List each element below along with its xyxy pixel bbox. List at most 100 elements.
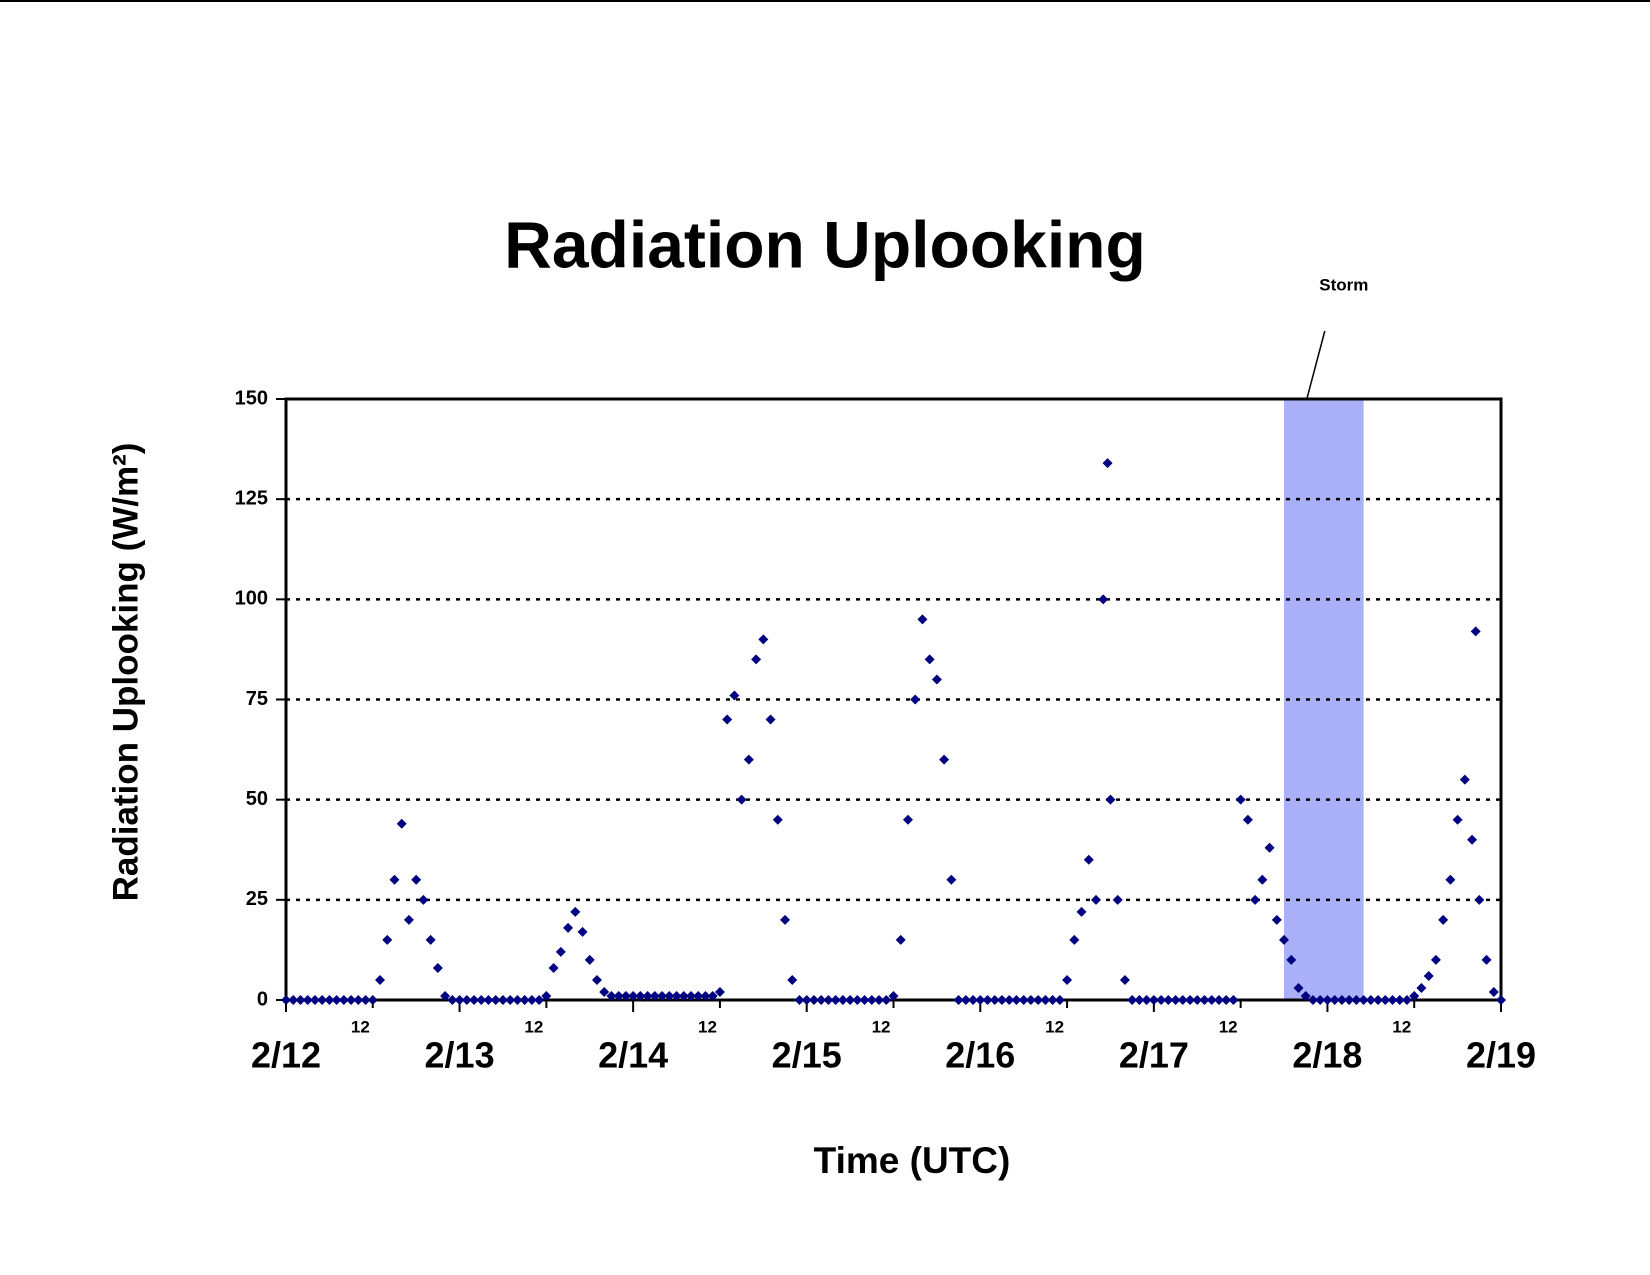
data-point (960, 995, 971, 1005)
data-point (324, 995, 335, 1005)
data-point (526, 995, 537, 1005)
data-point (1445, 874, 1456, 885)
data-point (686, 990, 696, 1001)
x-axis-title: Time (UTC) (814, 1140, 1011, 1181)
data-point (483, 995, 494, 1005)
data-point (389, 874, 400, 885)
data-point (469, 995, 480, 1005)
data-point (1452, 814, 1463, 825)
y-tick-label: 50 (246, 788, 268, 810)
data-point (1112, 894, 1123, 905)
data-point (859, 995, 870, 1005)
data-point (1018, 995, 1029, 1005)
data-point (1192, 995, 1203, 1005)
data-point (331, 995, 342, 1005)
data-point (657, 990, 668, 1001)
data-point (1091, 894, 1101, 905)
data-point (1481, 954, 1492, 965)
data-point (353, 995, 364, 1005)
x-tick-label: 12 (1045, 1017, 1064, 1036)
data-point (541, 990, 552, 1001)
data-point (620, 990, 631, 1001)
data-point (1235, 794, 1246, 805)
data-point (512, 995, 523, 1005)
data-point (1242, 814, 1253, 825)
data-point (664, 990, 675, 1001)
data-point (772, 814, 783, 825)
data-point (700, 990, 711, 1001)
data-point (678, 990, 689, 1001)
data-point (1315, 995, 1326, 1005)
data-point (982, 995, 993, 1005)
data-point (823, 995, 834, 1005)
y-tick-label: 150 (235, 387, 268, 409)
data-point (881, 995, 892, 1005)
data-point (628, 990, 639, 1001)
data-point (447, 995, 458, 1005)
data-point (751, 654, 762, 665)
data-point (1470, 626, 1481, 637)
data-point (1474, 894, 1485, 905)
x-tick-label: 12 (698, 1017, 717, 1036)
data-point (888, 990, 899, 1001)
data-point (722, 714, 733, 725)
data-point (1423, 970, 1434, 981)
data-point (736, 794, 747, 805)
data-point (411, 874, 422, 885)
data-point (1221, 995, 1232, 1005)
y-tick-label: 75 (246, 688, 268, 710)
y-tick-label: 125 (235, 487, 268, 509)
data-point (1076, 906, 1087, 917)
data-point (642, 990, 653, 1001)
data-point (794, 995, 805, 1005)
data-point (1257, 874, 1268, 885)
data-point (1358, 995, 1369, 1005)
data-point (1416, 982, 1427, 993)
data-point (281, 995, 291, 1005)
data-point (519, 995, 530, 1005)
x-tick-label: 2/18 (1292, 1035, 1362, 1076)
y-tick-label: 25 (246, 888, 268, 910)
data-point (837, 995, 848, 1005)
data-point (830, 995, 841, 1005)
x-tick-label: 2/13 (425, 1035, 495, 1076)
data-point (490, 995, 501, 1005)
data-point (548, 962, 559, 973)
data-point (1040, 995, 1051, 1005)
data-point (1163, 995, 1174, 1005)
data-point (1170, 995, 1181, 1005)
data-point (418, 894, 429, 905)
data-point (1459, 774, 1470, 785)
data-point (1004, 995, 1015, 1005)
data-point (1394, 995, 1405, 1005)
data-point (1083, 854, 1094, 865)
data-point (1496, 995, 1506, 1005)
data-point (1228, 995, 1239, 1005)
data-point (1264, 842, 1275, 853)
data-point (1054, 995, 1065, 1005)
data-point (367, 995, 378, 1005)
data-point (939, 754, 950, 765)
data-point (1300, 990, 1311, 1001)
x-tick-label: 12 (872, 1017, 891, 1036)
data-point (780, 914, 791, 925)
data-point (1430, 954, 1441, 965)
data-point (1336, 995, 1347, 1005)
chart-title: Radiation Uplooking (504, 207, 1146, 281)
data-point (910, 694, 921, 705)
data-point (1033, 995, 1044, 1005)
data-point (1062, 974, 1073, 985)
data-point (1409, 990, 1420, 1001)
data-point (454, 995, 465, 1005)
data-point (874, 995, 885, 1005)
data-point (1105, 794, 1116, 805)
data-point (1250, 894, 1261, 905)
data-point (375, 974, 386, 985)
data-point (1279, 934, 1290, 945)
data-point (1293, 982, 1304, 993)
x-tick-label: 2/19 (1466, 1035, 1536, 1076)
data-point (461, 995, 472, 1005)
data-point (1177, 995, 1188, 1005)
data-point (1286, 954, 1297, 965)
data-point (1213, 995, 1224, 1005)
